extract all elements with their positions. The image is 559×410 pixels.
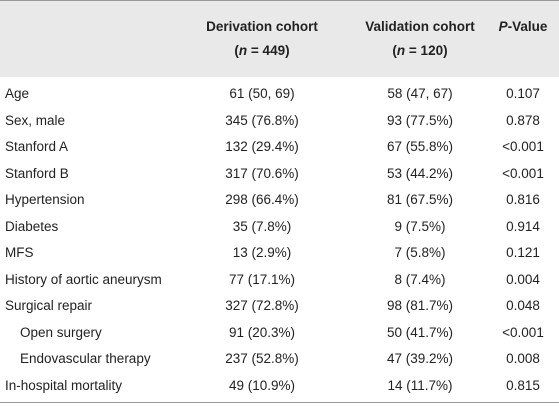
table-cell: 8 (7.4%) [394, 271, 446, 287]
table-cell: 98 (81.7%) [386, 298, 454, 313]
table-cell: 53 (44.2%) [386, 165, 454, 181]
header-pvalue: P-Value [490, 15, 556, 39]
table-cell: 0.914 [506, 218, 540, 234]
row-label: Hypertension [5, 192, 85, 207]
table-cell: 317 (70.6%) [225, 165, 299, 181]
header-derivation: Derivation cohort (n = 449) [187, 15, 337, 63]
row-label: Stanford B [5, 165, 69, 181]
table-cell: 13 (2.9%) [232, 245, 292, 260]
text: ( [234, 43, 239, 58]
table-cell: 9 (7.5%) [394, 218, 446, 234]
table-cell: 61 (50, 69) [229, 86, 295, 101]
table-cell: 35 (7.8%) [232, 218, 292, 234]
table-cell: 58 (47, 67) [387, 86, 453, 101]
table-cell: 0.816 [506, 192, 540, 207]
table-cell: 77 (17.1%) [228, 271, 296, 287]
header-n: (n = 120) [345, 39, 495, 63]
table-cell: 7 (5.8%) [394, 245, 446, 260]
table-cell: 0.048 [506, 298, 540, 313]
table-cell: 67 (55.8%) [386, 139, 454, 154]
row-label: Surgical repair [5, 298, 93, 313]
header-title: Validation cohort [365, 19, 475, 34]
table-cell: 50 (41.7%) [386, 324, 454, 340]
row-label: History of aortic aneurysm [5, 271, 162, 287]
text: P [498, 19, 508, 34]
table-cell: 298 (66.4%) [225, 192, 299, 207]
row-label: Age [5, 86, 30, 101]
row-label: Diabetes [5, 218, 59, 234]
table-cell: <0.001 [502, 324, 544, 340]
table-cell: 132 (29.4%) [225, 139, 299, 154]
table-cell: 327 (72.8%) [225, 298, 299, 313]
row-label: Open surgery [20, 324, 102, 340]
table-cell: 0.004 [506, 271, 540, 287]
table-cell: <0.001 [502, 139, 544, 154]
table-cell: 237 (52.8%) [225, 351, 299, 366]
table-cell: 81 (67.5%) [386, 192, 454, 207]
table-cell: 47 (39.2%) [386, 351, 454, 366]
header-validation: Validation cohort (n = 120) [345, 15, 495, 63]
header-title: Derivation cohort [206, 19, 318, 34]
table-cell: 93 (77.5%) [386, 112, 454, 128]
text: n [396, 43, 406, 58]
text: -Value [507, 19, 548, 34]
text: = 120) [405, 43, 448, 58]
table-cell: 0.008 [506, 351, 540, 366]
text: ( [392, 43, 397, 58]
table-cell: 0.815 [506, 377, 540, 393]
table-cell: <0.001 [502, 165, 544, 181]
row-label: Endovascular therapy [20, 351, 151, 366]
text: n [238, 43, 248, 58]
text: = 449) [247, 43, 290, 58]
bottom-rule [0, 402, 559, 403]
table-cell: 49 (10.9%) [228, 377, 296, 393]
row-label: MFS [5, 245, 34, 260]
row-label: Sex, male [5, 112, 66, 128]
row-label: In-hospital mortality [5, 377, 123, 393]
header-n: (n = 449) [187, 39, 337, 63]
table-cell: 14 (11.7%) [387, 377, 453, 393]
table-cell: 91 (20.3%) [228, 324, 296, 340]
table-cell: 0.878 [506, 112, 540, 128]
row-label: Stanford A [5, 139, 69, 154]
table-header: Derivation cohort (n = 449) Validation c… [0, 0, 559, 77]
table-cell: 0.121 [506, 245, 540, 260]
table-cell: 345 (76.8%) [225, 112, 299, 128]
table-cell: 0.107 [506, 86, 540, 101]
